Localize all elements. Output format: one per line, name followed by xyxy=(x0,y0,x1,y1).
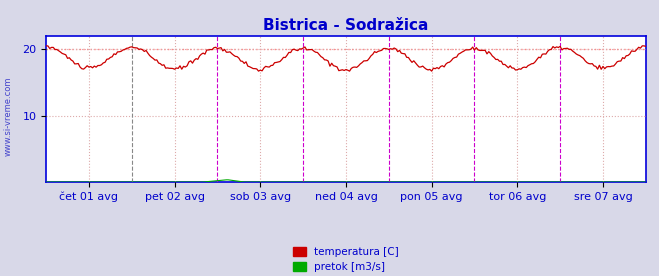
Title: Bistrica - Sodražica: Bistrica - Sodražica xyxy=(264,18,428,33)
Text: www.si-vreme.com: www.si-vreme.com xyxy=(4,76,13,156)
Legend: temperatura [C], pretok [m3/s]: temperatura [C], pretok [m3/s] xyxy=(289,243,403,276)
